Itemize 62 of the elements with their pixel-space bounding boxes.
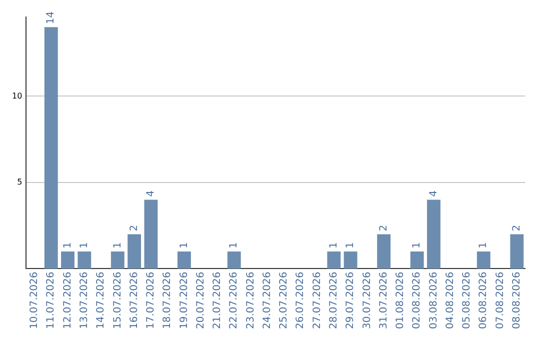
x-tick-label: 18.07.2026 <box>162 272 174 330</box>
data-label: 2 <box>378 224 390 232</box>
x-tick-label: 03.08.2026 <box>428 272 440 330</box>
data-label: 1 <box>478 242 490 248</box>
data-label: 1 <box>178 242 190 248</box>
x-tick-label: 04.08.2026 <box>444 272 456 330</box>
data-label: 1 <box>228 242 240 248</box>
data-label: 4 <box>428 190 440 197</box>
y-tick-label: 10 <box>12 91 22 100</box>
x-tick-label: 02.08.2026 <box>412 272 423 330</box>
data-label: 4 <box>146 190 157 197</box>
data-label: 1 <box>345 242 356 248</box>
x-tick-label: 16.07.2026 <box>128 272 140 330</box>
x-tick-label: 14.07.2026 <box>96 272 107 330</box>
x-tick-label: 06.08.2026 <box>478 272 490 330</box>
x-tick-label: 19.07.2026 <box>178 272 190 330</box>
bar <box>128 234 142 269</box>
x-tick-label: 05.08.2026 <box>462 272 473 330</box>
bar <box>61 251 74 269</box>
x-tick-label: 08.08.2026 <box>511 272 522 330</box>
data-label: 1 <box>78 242 90 248</box>
x-tick-label: 20.07.2026 <box>195 272 206 330</box>
bar <box>44 27 58 269</box>
x-tick-label: 23.07.2026 <box>245 272 256 330</box>
x-tick-label: 07.08.2026 <box>494 272 506 330</box>
x-tick-label: 24.07.2026 <box>262 272 273 330</box>
x-tick-label: 31.07.2026 <box>378 272 390 330</box>
y-tick-label: 5 <box>17 178 22 187</box>
bar <box>427 200 440 269</box>
x-tick-label: 11.07.2026 <box>46 272 57 330</box>
bar <box>344 251 358 269</box>
x-tick-label: 26.07.2026 <box>295 272 306 330</box>
data-label: 2 <box>511 224 522 232</box>
x-tick-label: 15.07.2026 <box>112 272 124 330</box>
x-tick-label: 22.07.2026 <box>228 272 240 330</box>
bar <box>110 251 124 269</box>
x-tick-label: 29.07.2026 <box>345 272 356 330</box>
x-tick-label: 17.07.2026 <box>146 272 157 330</box>
x-tick-label: 21.07.2026 <box>212 272 224 330</box>
bar <box>410 251 424 269</box>
x-tick-label: 01.08.2026 <box>395 272 406 330</box>
data-label: 1 <box>412 242 423 248</box>
data-label: 14 <box>46 11 57 24</box>
x-tick-label: 27.07.2026 <box>312 272 323 330</box>
bar <box>144 200 158 269</box>
data-label: 1 <box>62 242 74 248</box>
bar <box>510 234 524 269</box>
x-tick-label: 10.07.2026 <box>29 272 40 330</box>
data-label: 1 <box>112 242 124 248</box>
data-label: 1 <box>328 242 340 248</box>
data-label: 2 <box>128 224 140 232</box>
bar <box>78 251 92 269</box>
bar <box>476 251 490 269</box>
x-tick-label: 30.07.2026 <box>362 272 373 330</box>
bar <box>377 234 391 269</box>
bar <box>327 251 341 269</box>
x-tick-label: 25.07.2026 <box>278 272 290 330</box>
x-tick-label: 12.07.2026 <box>62 272 74 330</box>
bar <box>177 251 191 269</box>
bar <box>227 251 241 269</box>
x-tick-label: 13.07.2026 <box>78 272 90 330</box>
x-tick-label: 28.07.2026 <box>328 272 340 330</box>
